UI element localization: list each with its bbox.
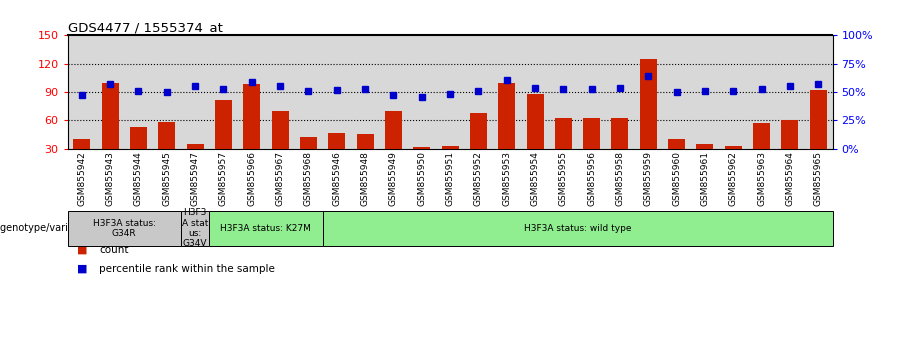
- Bar: [606, 35, 634, 149]
- Bar: [719, 35, 748, 149]
- Text: count: count: [99, 245, 129, 255]
- Bar: [158, 122, 176, 177]
- Bar: [499, 82, 515, 177]
- Text: genotype/variation ▶: genotype/variation ▶: [0, 223, 104, 233]
- Bar: [748, 35, 776, 149]
- Bar: [243, 85, 260, 177]
- Bar: [181, 35, 209, 149]
- Bar: [300, 137, 317, 177]
- Bar: [691, 35, 719, 149]
- Bar: [492, 35, 521, 149]
- Bar: [611, 119, 628, 177]
- Text: percentile rank within the sample: percentile rank within the sample: [99, 264, 274, 274]
- Bar: [379, 35, 408, 149]
- Bar: [436, 35, 464, 149]
- Bar: [776, 35, 805, 149]
- Text: H3F3A status: K27M: H3F3A status: K27M: [220, 224, 311, 233]
- Bar: [186, 144, 203, 177]
- Bar: [634, 35, 662, 149]
- Bar: [810, 90, 827, 177]
- Bar: [68, 35, 95, 149]
- Bar: [640, 59, 657, 177]
- Bar: [464, 35, 492, 149]
- Bar: [549, 35, 578, 149]
- Text: H3F3A status: wild type: H3F3A status: wild type: [524, 224, 631, 233]
- Bar: [408, 35, 436, 149]
- Bar: [583, 119, 600, 177]
- Bar: [238, 35, 266, 149]
- Bar: [356, 133, 374, 177]
- Text: H3F3
A stat
us:
G34V: H3F3 A stat us: G34V: [182, 208, 208, 249]
- Bar: [805, 35, 832, 149]
- Bar: [102, 82, 119, 177]
- Bar: [351, 35, 379, 149]
- Bar: [554, 119, 572, 177]
- Bar: [753, 123, 770, 177]
- Bar: [209, 35, 238, 149]
- Text: GDS4477 / 1555374_at: GDS4477 / 1555374_at: [68, 21, 222, 34]
- Bar: [697, 144, 714, 177]
- Bar: [668, 139, 685, 177]
- Bar: [95, 35, 124, 149]
- Bar: [413, 147, 430, 177]
- Bar: [124, 35, 152, 149]
- Bar: [385, 111, 401, 177]
- Text: ■: ■: [76, 245, 87, 255]
- Bar: [470, 113, 487, 177]
- Text: H3F3A status:
G34R: H3F3A status: G34R: [93, 219, 156, 238]
- Bar: [322, 35, 351, 149]
- Bar: [152, 35, 181, 149]
- Bar: [266, 35, 294, 149]
- Bar: [328, 133, 346, 177]
- Bar: [578, 35, 606, 149]
- Bar: [272, 111, 289, 177]
- Bar: [521, 35, 549, 149]
- Bar: [442, 146, 458, 177]
- Bar: [130, 127, 147, 177]
- Bar: [215, 99, 232, 177]
- Bar: [724, 146, 742, 177]
- Bar: [73, 139, 90, 177]
- Text: ■: ■: [76, 264, 87, 274]
- Bar: [662, 35, 691, 149]
- Bar: [781, 120, 798, 177]
- Bar: [526, 94, 544, 177]
- Bar: [294, 35, 322, 149]
